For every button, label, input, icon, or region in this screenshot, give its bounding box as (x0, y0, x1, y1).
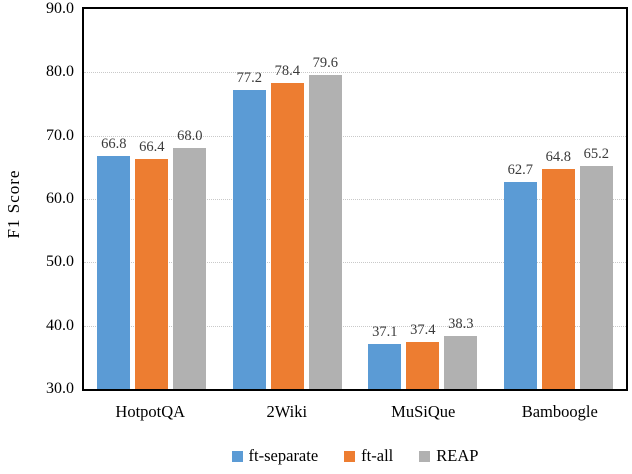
y-tick-label: 60.0 (46, 190, 74, 207)
bar-value-label: 65.2 (583, 146, 609, 163)
bar-ft-separate-bamboogle: 62.7 (503, 162, 537, 389)
plot-area: 66.8 66.4 68.0 77.2 78.4 79.6 37.1 37.4 38.3 62.7… (82, 7, 628, 391)
gridline (84, 262, 626, 264)
bar-ft-separate-hotpotqa: 66.8 (97, 136, 131, 389)
gridline (84, 199, 626, 200)
bar-groups: 66.8 66.4 68.0 77.2 78.4 79.6 37.1 37.4 38.3 62.7… (84, 9, 626, 389)
bar-value-label: 37.1 (372, 324, 398, 340)
x-category-label-hotpotqa: HotpotQA (115, 402, 186, 421)
x-category-label-musique: MuSiQue (391, 402, 456, 421)
legend-item-ft-separate: ft-separate (231, 446, 319, 466)
y-tick-label: 50.0 (46, 253, 74, 271)
legend-swatch-icon (231, 450, 243, 462)
legend-swatch-icon (344, 450, 356, 462)
bar-value-label: 66.8 (101, 135, 127, 152)
bar-ft-all-hotpotqa: 66.4 (135, 139, 169, 389)
y-tick-label: 70.0 (46, 126, 74, 144)
chart-legend: ft-separate ft-all REAP (82, 446, 628, 466)
bar-group-2wiki: 77.2 78.4 79.6 (220, 9, 356, 389)
bar-REAP-bamboogle: 65.2 (579, 146, 613, 389)
legend-label: ft-all (361, 446, 394, 465)
bar-value-label: 64.8 (545, 148, 571, 165)
bar-ft-separate-musique: 37.1 (368, 324, 402, 389)
y-tick-label: 40.0 (46, 316, 74, 334)
gridline (84, 325, 626, 327)
bar-ft-all-2wiki: 78.4 (270, 63, 304, 389)
x-category-label-bamboogle: Bamboogle (521, 402, 598, 421)
legend-swatch-icon (419, 450, 431, 462)
bar-value-label: 77.2 (236, 70, 262, 87)
bar-ft-all-bamboogle: 64.8 (541, 149, 575, 389)
bar-REAP-2wiki: 79.6 (308, 55, 342, 389)
bar-value-label: 66.4 (139, 138, 165, 155)
legend-item-REAP: REAP (419, 446, 478, 466)
bar-value-label: 38.3 (448, 316, 474, 333)
bar-REAP-musique: 38.3 (444, 316, 478, 389)
bar-REAP-hotpotqa: 68.0 (173, 128, 207, 389)
legend-item-ft-all: ft-all (344, 446, 393, 466)
bar-group-bamboogle: 62.7 64.8 65.2 (491, 9, 627, 389)
bar-group-musique: 37.1 37.4 38.3 (355, 9, 491, 389)
gridline (84, 135, 626, 137)
bar-value-label: 78.4 (274, 62, 300, 79)
legend-label: REAP (436, 446, 479, 465)
bar-value-label: 68.0 (177, 128, 203, 145)
y-tick-label: 90.0 (46, 0, 74, 17)
bar-ft-all-musique: 37.4 (406, 322, 440, 389)
bar-value-label: 79.6 (312, 54, 338, 71)
x-axis-category-labels: HotpotQA 2Wiki MuSiQue Bamboogle (82, 402, 628, 422)
bar-value-label: 37.4 (410, 322, 436, 339)
bar-ft-separate-2wiki: 77.2 (232, 70, 266, 389)
y-tick-label: 80.0 (46, 63, 74, 81)
gridline (84, 72, 626, 74)
bar-group-hotpotqa: 66.8 66.4 68.0 (84, 9, 220, 389)
legend-label: ft-separate (248, 446, 319, 465)
bar-value-label: 62.7 (507, 161, 533, 178)
x-category-label-2wiki: 2Wiki (266, 402, 308, 421)
y-tick-label: 30.0 (46, 380, 74, 397)
